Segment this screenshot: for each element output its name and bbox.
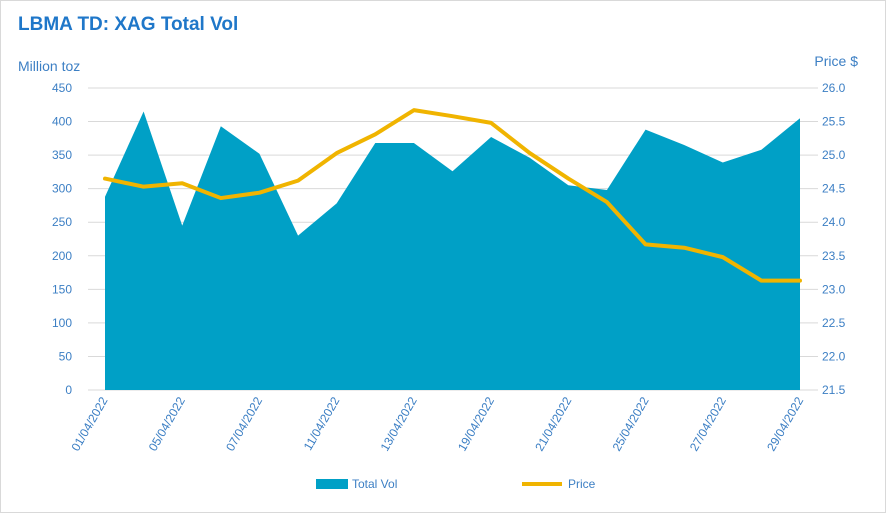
x-tick-label: 11/04/2022: [301, 394, 343, 453]
left-axis-label: Million toz: [18, 58, 81, 74]
x-axis-ticks: 01/04/2022 05/04/2022 07/04/2022 11/04/2022…: [68, 394, 806, 453]
legend-total-vol-label: Total Vol: [352, 477, 398, 491]
left-tick-label: 400: [52, 115, 72, 129]
x-tick-label: 01/04/2022: [68, 394, 110, 453]
x-tick-label: 07/04/2022: [223, 394, 265, 453]
right-tick-label: 22.5: [822, 316, 846, 330]
price-line: [103, 108, 802, 283]
right-tick-label: 25.0: [822, 148, 846, 162]
x-tick-label: 13/04/2022: [378, 394, 420, 453]
left-tick-label: 0: [65, 383, 72, 397]
total-vol-area: [105, 111, 800, 390]
chart-title: LBMA TD: XAG Total Vol: [18, 14, 239, 35]
right-axis-ticks: 21.5 22.0 22.5 23.0 23.5 24.0 24.5 25.0 25.5 26.0: [822, 81, 846, 397]
left-tick-label: 50: [59, 349, 73, 363]
left-tick-label: 350: [52, 148, 72, 162]
x-tick-label: 05/04/2022: [146, 394, 188, 453]
right-tick-label: 23.0: [822, 282, 846, 296]
left-tick-label: 300: [52, 182, 72, 196]
left-tick-label: 450: [52, 81, 72, 95]
left-axis-ticks: 0 50 100 150 200 250 300 350 400 450: [52, 81, 72, 397]
legend-total-vol: Total Vol: [316, 477, 397, 491]
right-axis-label: Price $: [814, 53, 858, 69]
legend-price: Price: [522, 477, 595, 491]
x-tick-label: 25/04/2022: [610, 394, 652, 453]
total-vol-area-layer: [105, 111, 800, 390]
legend-price-label: Price: [568, 477, 596, 491]
right-tick-label: 25.5: [822, 115, 846, 129]
right-tick-label: 23.5: [822, 249, 846, 263]
right-tick-label: 26.0: [822, 81, 846, 95]
x-tick-label: 19/04/2022: [455, 394, 497, 453]
legend-area-swatch: [316, 479, 348, 489]
price-line-layer: [103, 108, 802, 283]
left-tick-label: 100: [52, 316, 72, 330]
left-tick-label: 250: [52, 215, 72, 229]
right-tick-label: 22.0: [822, 349, 846, 363]
x-tick-label: 27/04/2022: [687, 394, 729, 453]
right-tick-label: 24.5: [822, 182, 846, 196]
left-tick-label: 150: [52, 282, 72, 296]
x-tick-label: 21/04/2022: [532, 394, 574, 453]
x-tick-label: 29/04/2022: [764, 394, 806, 453]
right-tick-label: 24.0: [822, 215, 846, 229]
legend-line-swatch: [522, 482, 562, 486]
left-tick-label: 200: [52, 249, 72, 263]
right-tick-label: 21.5: [822, 383, 846, 397]
